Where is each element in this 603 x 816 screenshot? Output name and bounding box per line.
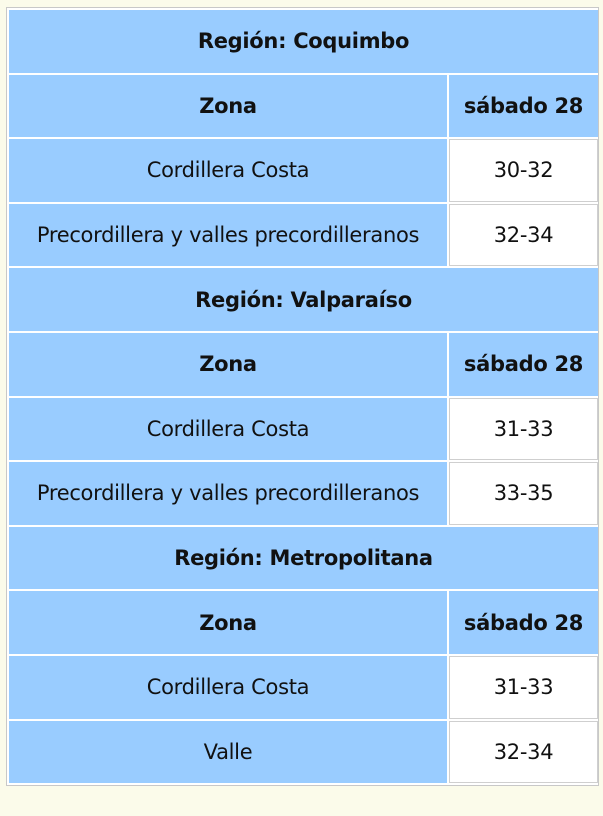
table-row: Cordillera Costa 31-33 xyxy=(9,397,599,461)
value-cell: 31-33 xyxy=(449,655,599,719)
zona-header: Zona xyxy=(9,332,447,396)
zona-cell: Precordillera y valles precordilleranos xyxy=(9,203,447,267)
table-row: Precordillera y valles precordilleranos … xyxy=(9,462,599,525)
temperature-table: Región: Coquimbo Zona sábado 28 Cordille… xyxy=(7,8,600,785)
region-title: Región: Coquimbo xyxy=(9,10,599,73)
value-cell: 32-34 xyxy=(449,203,599,267)
region-title-row: Región: Valparaíso xyxy=(9,268,599,331)
zona-cell: Cordillera Costa xyxy=(9,397,447,461)
zona-header: Zona xyxy=(9,74,447,138)
day-header: sábado 28 xyxy=(449,591,599,654)
table-row: Valle 32-34 xyxy=(9,720,599,784)
zona-cell: Cordillera Costa xyxy=(9,139,447,202)
zona-cell: Cordillera Costa xyxy=(9,655,447,719)
day-header: sábado 28 xyxy=(449,74,599,138)
region-title: Región: Metropolitana xyxy=(9,526,599,590)
day-header: sábado 28 xyxy=(449,332,599,396)
value-cell: 30-32 xyxy=(449,139,599,202)
column-header-row: Zona sábado 28 xyxy=(9,332,599,396)
value-cell: 32-34 xyxy=(449,720,599,784)
value-cell: 31-33 xyxy=(449,397,599,461)
table-row: Precordillera y valles precordilleranos … xyxy=(9,203,599,267)
zona-cell: Valle xyxy=(9,720,447,784)
zona-cell: Precordillera y valles precordilleranos xyxy=(9,462,447,525)
column-header-row: Zona sábado 28 xyxy=(9,591,599,654)
region-title: Región: Valparaíso xyxy=(9,268,599,331)
temperature-table-container: Región: Coquimbo Zona sábado 28 Cordille… xyxy=(6,7,600,787)
table-row: Cordillera Costa 30-32 xyxy=(9,139,599,202)
column-header-row: Zona sábado 28 xyxy=(9,74,599,138)
region-title-row: Región: Metropolitana xyxy=(9,526,599,590)
zona-header: Zona xyxy=(9,591,447,654)
table-row: Cordillera Costa 31-33 xyxy=(9,655,599,719)
value-cell: 33-35 xyxy=(449,462,599,525)
region-title-row: Región: Coquimbo xyxy=(9,10,599,73)
